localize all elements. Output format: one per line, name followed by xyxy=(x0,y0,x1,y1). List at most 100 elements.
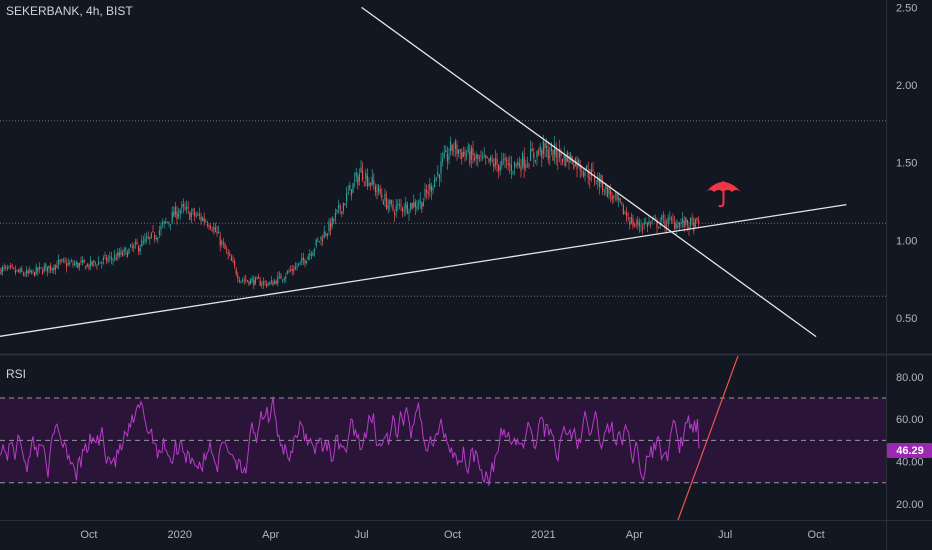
candle-body-43 xyxy=(69,262,71,264)
candle-body-351 xyxy=(562,159,564,162)
candle-body-106 xyxy=(170,224,172,225)
candle-body-406 xyxy=(650,222,652,224)
candle-body-112 xyxy=(179,210,181,214)
candle-body-333 xyxy=(533,152,535,159)
candle-body-388 xyxy=(621,202,623,203)
candle-body-229 xyxy=(366,175,368,186)
horizontal-levels xyxy=(0,120,886,297)
candle-body-397 xyxy=(635,224,637,226)
candle-body-136 xyxy=(218,231,220,234)
candle-body-367 xyxy=(587,170,589,178)
candle-body-364 xyxy=(582,172,584,176)
candle-body-264 xyxy=(422,201,424,207)
candle-body-202 xyxy=(323,231,325,239)
candle-body-273 xyxy=(437,172,439,176)
candle-body-34 xyxy=(54,264,56,270)
candle-body-227 xyxy=(363,181,365,183)
candle-body-393 xyxy=(629,221,631,225)
candle-body-356 xyxy=(570,154,572,161)
candle-body-93 xyxy=(149,237,151,240)
candle-body-48 xyxy=(77,262,79,268)
candle-body-308 xyxy=(493,163,495,168)
candle-body-431 xyxy=(690,217,692,225)
candle-body-31 xyxy=(50,265,52,270)
candle-body-387 xyxy=(619,198,621,202)
candle-body-123 xyxy=(197,213,199,215)
candle-body-375 xyxy=(600,175,602,184)
candle-body-361 xyxy=(578,159,580,166)
candle-body-47 xyxy=(75,261,77,265)
rsi-tick-2: 40.00 xyxy=(896,457,924,469)
candle-body-258 xyxy=(413,201,415,208)
candle-body-212 xyxy=(339,205,341,211)
candle-body-309 xyxy=(494,158,496,166)
candle-body-385 xyxy=(616,193,618,200)
candle-body-305 xyxy=(488,158,490,163)
candle-body-419 xyxy=(670,217,672,220)
candle-body-51 xyxy=(82,260,84,263)
candle-body-182 xyxy=(291,268,293,271)
candle-body-416 xyxy=(666,225,668,226)
candle-body-321 xyxy=(514,161,516,168)
candle-body-324 xyxy=(518,163,520,167)
candle-body-15 xyxy=(24,274,26,276)
candle-body-110 xyxy=(176,211,178,220)
candle-body-13 xyxy=(21,268,23,272)
candle-body-21 xyxy=(34,272,36,277)
candle-body-159 xyxy=(254,277,256,285)
candle-body-30 xyxy=(48,265,50,269)
rsi-value-text: 46.29 xyxy=(896,445,924,457)
candle-body-45 xyxy=(72,263,74,265)
candle-body-10 xyxy=(16,269,18,271)
candle-body-285 xyxy=(456,144,458,155)
candle-body-377 xyxy=(603,191,605,192)
candle-body-428 xyxy=(685,217,687,224)
umbrella-icon xyxy=(706,181,741,208)
candle-body-327 xyxy=(523,156,525,169)
candle-body-303 xyxy=(485,155,487,159)
candle-body-42 xyxy=(67,262,69,265)
candle-body-407 xyxy=(651,220,653,221)
price-tick-0: 2.50 xyxy=(896,2,917,14)
candle-body-85 xyxy=(136,242,138,245)
candle-body-50 xyxy=(80,261,82,263)
candle-body-318 xyxy=(509,163,511,166)
candle-body-218 xyxy=(349,185,351,191)
candle-body-306 xyxy=(490,156,492,161)
candle-body-133 xyxy=(213,227,215,230)
candle-body-173 xyxy=(277,276,279,284)
candle-body-246 xyxy=(394,212,396,215)
candle-body-199 xyxy=(318,241,320,242)
candle-body-70 xyxy=(112,259,114,261)
umbrella-handle xyxy=(718,181,725,208)
candle-body-265 xyxy=(424,189,426,197)
candle-body-104 xyxy=(166,222,168,223)
candle-body-9 xyxy=(14,270,16,273)
candle-body-2 xyxy=(3,266,5,268)
rsi-band xyxy=(0,397,886,484)
candle-body-347 xyxy=(555,147,557,158)
candle-body-338 xyxy=(541,150,543,158)
candle-body-59 xyxy=(94,262,96,264)
candle-body-379 xyxy=(606,187,608,198)
candle-body-275 xyxy=(440,161,442,174)
candle-body-29 xyxy=(46,266,48,272)
candle-body-190 xyxy=(304,260,306,264)
candle-body-109 xyxy=(174,206,176,215)
candle-body-330 xyxy=(528,164,530,167)
candle-body-12 xyxy=(19,268,21,273)
candle-body-346 xyxy=(554,144,556,155)
candle-body-44 xyxy=(70,260,72,262)
candle-body-215 xyxy=(344,203,346,206)
candle-body-283 xyxy=(453,150,455,152)
candle-body-328 xyxy=(525,165,527,168)
candle-body-248 xyxy=(397,204,399,206)
candle-body-230 xyxy=(368,182,370,186)
candle-body-171 xyxy=(274,280,276,284)
candle-body-381 xyxy=(610,190,612,196)
candle-body-368 xyxy=(589,177,591,181)
price-axis: 2.50 2.00 1.50 1.00 0.50 xyxy=(896,2,917,325)
candle-body-238 xyxy=(381,194,383,199)
candle-body-314 xyxy=(502,159,504,161)
